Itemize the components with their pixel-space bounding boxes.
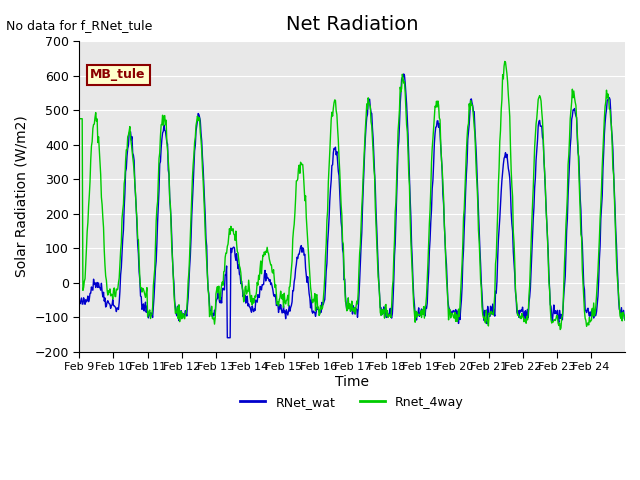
Rnet_4way <box>439 180 447 185</box>
RNet_wat <box>621 317 629 323</box>
RNet_wat <box>223 335 231 341</box>
RNet_wat <box>440 220 448 226</box>
Rnet_4way <box>287 267 295 273</box>
Rnet_4way <box>501 59 509 64</box>
RNet_wat <box>410 293 417 299</box>
Rnet_4way <box>240 299 248 305</box>
RNet_wat <box>268 280 275 286</box>
RNet_wat <box>400 71 408 77</box>
Legend: RNet_wat, Rnet_4way: RNet_wat, Rnet_4way <box>236 391 469 414</box>
X-axis label: Time: Time <box>335 375 369 389</box>
Line: Rnet_4way: Rnet_4way <box>79 61 625 330</box>
RNet_wat <box>76 299 83 304</box>
Rnet_4way <box>408 271 416 277</box>
RNet_wat <box>140 301 147 307</box>
Line: RNet_wat: RNet_wat <box>79 74 625 338</box>
Rnet_4way <box>140 287 147 292</box>
Text: MB_tule: MB_tule <box>90 68 146 82</box>
Rnet_4way <box>267 262 275 268</box>
Rnet_4way <box>621 317 629 323</box>
RNet_wat <box>241 295 248 300</box>
Rnet_4way <box>76 116 83 121</box>
Y-axis label: Solar Radiation (W/m2): Solar Radiation (W/m2) <box>15 116 29 277</box>
Rnet_4way <box>556 327 564 333</box>
RNet_wat <box>288 299 296 305</box>
Title: Net Radiation: Net Radiation <box>286 15 419 34</box>
Text: No data for f_RNet_tule: No data for f_RNet_tule <box>6 19 153 32</box>
